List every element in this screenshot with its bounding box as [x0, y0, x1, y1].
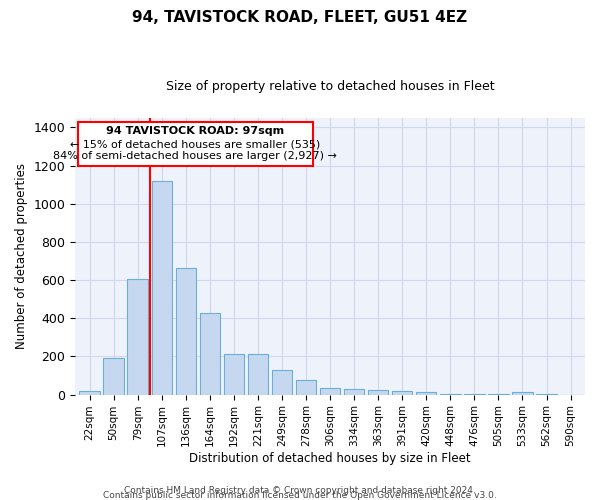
Bar — [296, 380, 316, 394]
Text: Contains public sector information licensed under the Open Government Licence v3: Contains public sector information licen… — [103, 491, 497, 500]
Text: 94, TAVISTOCK ROAD, FLEET, GU51 4EZ: 94, TAVISTOCK ROAD, FLEET, GU51 4EZ — [133, 10, 467, 25]
Text: 94 TAVISTOCK ROAD: 97sqm: 94 TAVISTOCK ROAD: 97sqm — [106, 126, 284, 136]
Bar — [512, 392, 533, 394]
Bar — [176, 268, 196, 394]
Bar — [127, 279, 148, 394]
Bar — [200, 314, 220, 394]
FancyBboxPatch shape — [77, 122, 313, 166]
Text: Contains HM Land Registry data © Crown copyright and database right 2024.: Contains HM Land Registry data © Crown c… — [124, 486, 476, 495]
Bar — [79, 391, 100, 394]
Bar — [248, 354, 268, 395]
X-axis label: Distribution of detached houses by size in Fleet: Distribution of detached houses by size … — [189, 452, 471, 465]
Y-axis label: Number of detached properties: Number of detached properties — [15, 163, 28, 349]
Bar — [320, 388, 340, 394]
Bar — [368, 390, 388, 394]
Bar — [392, 391, 412, 394]
Bar — [103, 358, 124, 394]
Bar — [272, 370, 292, 394]
Text: ← 15% of detached houses are smaller (535): ← 15% of detached houses are smaller (53… — [70, 139, 320, 149]
Title: Size of property relative to detached houses in Fleet: Size of property relative to detached ho… — [166, 80, 494, 93]
Bar — [224, 354, 244, 395]
Bar — [344, 389, 364, 394]
Text: 84% of semi-detached houses are larger (2,927) →: 84% of semi-detached houses are larger (… — [53, 152, 337, 162]
Bar — [152, 181, 172, 394]
Bar — [416, 392, 436, 394]
